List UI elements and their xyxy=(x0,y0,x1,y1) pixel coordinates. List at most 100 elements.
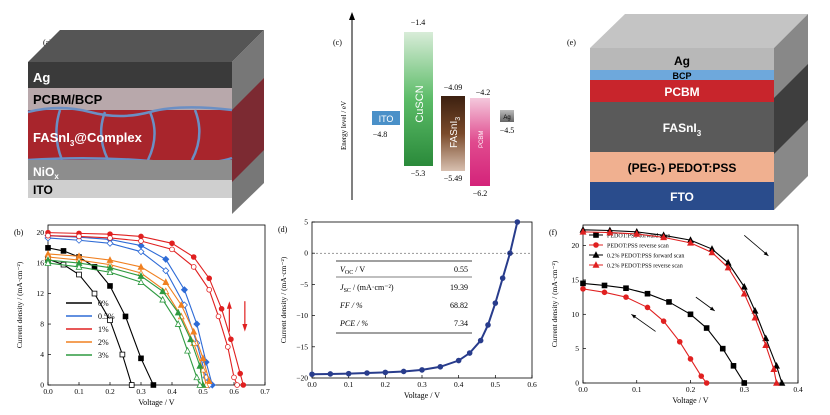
data-point xyxy=(382,369,389,376)
data-point xyxy=(225,344,231,350)
ag-top-face xyxy=(28,30,264,62)
data-point xyxy=(762,341,770,349)
data-point xyxy=(740,289,748,297)
data-point xyxy=(660,233,668,241)
legend-label: 0.5% xyxy=(98,312,115,321)
ag-level-name: Ag xyxy=(503,115,510,121)
fasni-level-box xyxy=(441,96,465,171)
y-tick-label: 0 xyxy=(40,381,44,390)
data-point xyxy=(107,317,113,324)
data-point xyxy=(107,283,113,289)
data-point xyxy=(199,365,207,373)
data-point xyxy=(623,294,629,300)
fasni-bottom-value: −5.49 xyxy=(444,174,463,183)
table-param: JSC / (mA·cm⁻²) xyxy=(340,283,394,294)
data-point xyxy=(76,233,82,240)
y-tick-label: 16 xyxy=(37,259,45,268)
x-tick-label: 0.1 xyxy=(344,380,354,389)
x-tick-label: 0.2 xyxy=(686,385,696,394)
data-point xyxy=(724,263,732,271)
data-point xyxy=(660,318,667,324)
y-tick-label: −10 xyxy=(296,311,308,320)
data-point xyxy=(237,370,244,377)
data-point xyxy=(169,240,175,247)
table-param: VOC / V xyxy=(340,265,365,276)
y-tick-label: −15 xyxy=(296,342,308,351)
panel-e: (e) Ag BCP PCBM FASnI3 (PEG-) PEDOT:PSS … xyxy=(567,14,808,210)
data-point xyxy=(76,271,82,278)
data-point xyxy=(703,325,710,331)
pcbm-level-name: PCBM xyxy=(479,131,485,148)
legend-label: 0% xyxy=(98,299,109,308)
x-tick-label: 0.5 xyxy=(198,387,208,396)
data-point xyxy=(162,278,170,285)
data-point xyxy=(190,327,198,335)
data-point xyxy=(180,286,188,294)
scan-arrow xyxy=(631,313,656,332)
ag-top-face-e xyxy=(590,14,808,48)
data-point xyxy=(231,374,237,381)
data-point xyxy=(137,248,145,256)
data-point xyxy=(137,278,145,285)
x-axis-label: Voltage / V xyxy=(672,396,708,405)
data-point xyxy=(751,313,759,321)
x-tick-label: 0.0 xyxy=(307,380,317,389)
pcbm-bottom-value: −6.2 xyxy=(473,189,488,198)
data-point xyxy=(633,230,641,237)
y-tick-label: 5 xyxy=(575,344,579,353)
pcbm-top-value: −4.2 xyxy=(476,88,491,97)
data-point xyxy=(601,289,608,296)
y-tick-label: −20 xyxy=(296,374,308,383)
cuscn-bottom-value: −5.3 xyxy=(411,169,426,178)
pcbm-bcp-label: PCBM/BCP xyxy=(33,92,103,107)
data-point xyxy=(514,219,521,225)
legend-label: 3% xyxy=(98,351,109,360)
energy-axis-arrow xyxy=(349,12,355,20)
legend-label: 2% xyxy=(98,338,109,347)
x-tick-label: 0.2 xyxy=(381,380,391,389)
fasni-side-face xyxy=(232,78,264,182)
data-point xyxy=(187,335,195,343)
data-point xyxy=(644,304,651,311)
data-point xyxy=(719,345,726,352)
data-point xyxy=(162,255,170,263)
data-point xyxy=(623,285,629,291)
data-point xyxy=(477,337,484,344)
data-point xyxy=(345,370,352,377)
y-tick-label: 5 xyxy=(304,218,308,227)
data-point xyxy=(138,238,144,244)
data-point xyxy=(708,248,716,256)
data-point xyxy=(240,382,247,388)
data-point xyxy=(193,320,201,328)
cuscn-level-name: CuSCN xyxy=(414,85,426,122)
x-tick-label: 0.4 xyxy=(167,387,177,396)
bcp-label-e: BCP xyxy=(672,71,691,81)
scan-arrow xyxy=(743,234,769,257)
data-point xyxy=(107,235,113,241)
plot-frame xyxy=(47,224,266,386)
scan-arrow-head xyxy=(226,301,232,309)
data-point xyxy=(206,275,213,282)
series-line xyxy=(582,229,783,384)
data-point xyxy=(606,228,614,236)
y-tick-label: 4 xyxy=(40,350,44,359)
table-param: FF / % xyxy=(339,301,363,310)
data-point xyxy=(580,286,586,292)
fasni-label-e: FASnI3 xyxy=(663,121,702,138)
x-tick-label: 0.6 xyxy=(527,380,537,389)
series-line-0%-reverse xyxy=(47,258,133,386)
data-point xyxy=(150,382,157,388)
pcbm-label-e: PCBM xyxy=(664,85,699,99)
data-point xyxy=(75,263,83,270)
data-point xyxy=(687,356,694,362)
y-tick-label: 10 xyxy=(572,310,580,319)
y-tick-label: −5 xyxy=(300,280,308,289)
data-point xyxy=(778,379,786,386)
data-point xyxy=(666,299,672,305)
fasni-top-value: −4.09 xyxy=(444,83,463,92)
data-point xyxy=(193,373,201,381)
legend-label: 0.2% PEDOT:PSS forward scan xyxy=(607,253,684,260)
data-point xyxy=(770,365,778,373)
energy-axis-label: Energy level / eV xyxy=(340,101,348,150)
data-point xyxy=(60,248,67,254)
